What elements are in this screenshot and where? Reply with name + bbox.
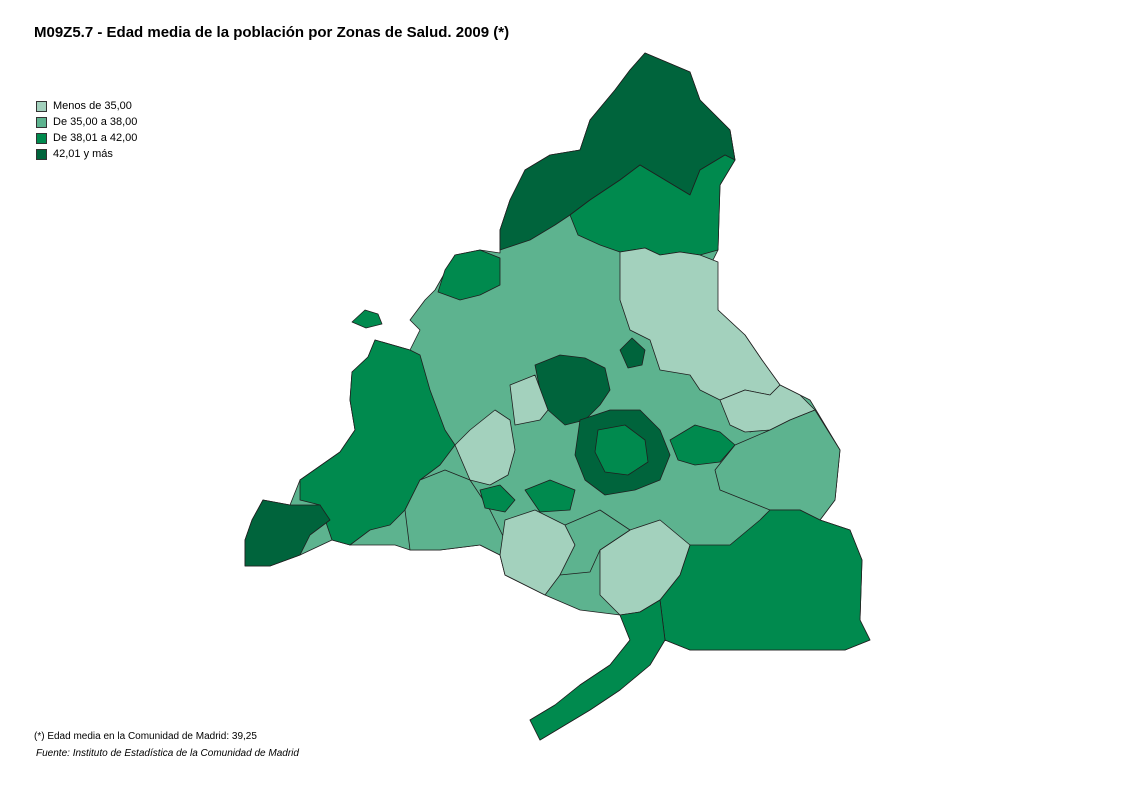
legend-label: Menos de 35,00 [53, 100, 132, 112]
zone-south-central [599, 519, 691, 616]
zone-north-city [509, 374, 549, 426]
zone-northwest-small [437, 249, 501, 301]
zone-southwest-small [479, 484, 516, 513]
zone-west-city [454, 409, 516, 486]
zone-island [351, 309, 383, 329]
legend-swatch [36, 100, 47, 112]
legend-item-class-2: De 35,00 a 38,00 [36, 114, 137, 130]
zone-east-city [669, 424, 736, 466]
zone-south-tail [529, 599, 666, 741]
source-note: Fuente: Instituto de Estadística de la C… [36, 748, 299, 759]
legend-swatch [36, 116, 47, 128]
map-legend: Menos de 35,00 De 35,00 a 38,00 De 38,01… [36, 98, 137, 162]
zone-west [299, 339, 456, 546]
legend-label: De 38,01 a 42,00 [53, 132, 138, 144]
footnote: (*) Edad media en la Comunidad de Madrid… [34, 731, 257, 742]
legend-item-class-4: 42,01 y más [36, 146, 137, 162]
zone-madrid-city-inner [594, 424, 649, 476]
legend-swatch [36, 132, 47, 144]
zone-northeast [569, 154, 736, 256]
zone-center-ne [619, 337, 646, 369]
zone-west-central [404, 469, 506, 556]
legend-swatch [36, 148, 47, 160]
legend-label: 42,01 y más [53, 148, 113, 160]
legend-item-class-3: De 38,01 a 42,00 [36, 130, 137, 146]
legend-label: De 35,00 a 38,00 [53, 116, 138, 128]
legend-item-class-1: Menos de 35,00 [36, 98, 137, 114]
zone-south-city [559, 509, 631, 576]
zone-south-city-2 [524, 479, 576, 513]
zone-southwest [244, 499, 331, 567]
map-title: M09Z5.7 - Edad media de la población por… [34, 24, 510, 41]
